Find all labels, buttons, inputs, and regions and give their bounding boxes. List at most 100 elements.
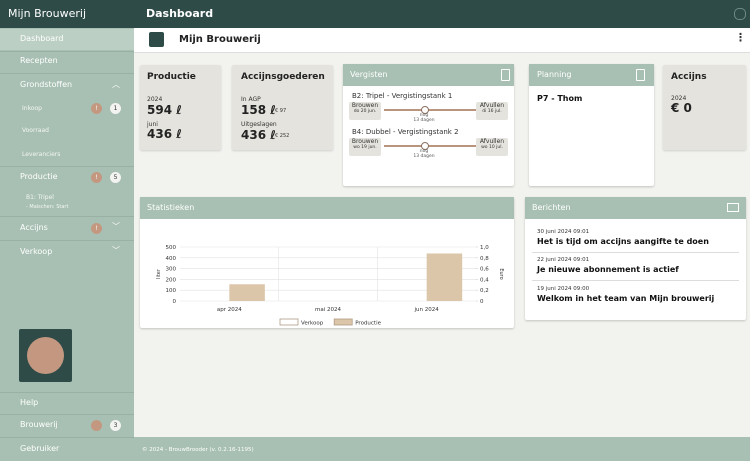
message-date: 22 juni 2024 09:01 [537, 257, 589, 263]
separator [0, 166, 134, 167]
separator [0, 240, 134, 241]
y-tick-label: 500 [166, 245, 177, 251]
message-text[interactable]: Welkom in het team van Mijn brouwerij [537, 294, 714, 303]
batch-name: B2: Tripel - Vergistingstank 1 [352, 92, 452, 100]
y-tick-label: 100 [166, 288, 177, 294]
card-header [140, 197, 514, 219]
remaining: nog13 dagen [404, 113, 444, 123]
page-title: Dashboard [146, 7, 213, 20]
mail-badge [91, 420, 102, 431]
clipboard-icon[interactable] [501, 69, 510, 81]
value: 436 ℓ [241, 128, 276, 142]
separator [0, 216, 134, 217]
legend-swatch [334, 319, 352, 325]
card-title: Vergisten [350, 70, 388, 79]
remaining: nog13 dagen [404, 149, 444, 159]
footer-text: © 2024 - BrouwBrooder (v. 0.2.16-1195) [142, 447, 254, 453]
message-date: 19 juni 2024 09:00 [537, 286, 589, 292]
menu-item[interactable]: Help [20, 398, 38, 407]
y-axis-label: liter [156, 268, 162, 279]
menu-item[interactable]: Productie [20, 172, 58, 181]
remaining-days: 13 dagen [404, 154, 444, 159]
card-title: Accijns [671, 72, 707, 82]
progress-track [384, 145, 476, 147]
start-date: do 20 jun. [349, 109, 381, 114]
start-pill: Brouwendo 20 jun. [349, 102, 381, 120]
submenu-item[interactable]: Voorraad [22, 127, 49, 134]
y2-tick-label: 0,6 [480, 267, 489, 273]
legend-label: Productie [355, 321, 381, 327]
label: 2024 [147, 96, 162, 103]
mail-icon[interactable] [727, 203, 739, 212]
euro: € 252 [275, 133, 289, 139]
label: In AGP [241, 96, 261, 103]
menu-item[interactable]: Accijns [20, 223, 48, 232]
topbar [0, 0, 750, 28]
chevron-down[interactable]: ﹀ [112, 245, 120, 256]
separator [0, 392, 134, 393]
clipboard-icon[interactable] [636, 69, 645, 81]
card-title: Berichten [532, 203, 571, 212]
y-tick-label: 200 [166, 277, 177, 283]
y2-tick-label: 1,0 [480, 245, 489, 251]
brand[interactable]: Mijn Brouwerij [8, 7, 86, 20]
batch-name: B4: Dubbel - Vergistingstank 2 [352, 128, 459, 136]
chevron-down[interactable]: ﹀ [112, 221, 120, 232]
submenu-item[interactable]: Leveranciers [22, 151, 60, 158]
x-tick-label: jun 2024 [414, 307, 440, 313]
menu-dots[interactable]: ⋮ [735, 31, 746, 44]
separator [0, 51, 134, 52]
card-title: Accijnsgoederen [241, 72, 325, 82]
menu-item[interactable]: Dashboard [20, 34, 63, 43]
y2-tick-label: 0 [480, 299, 484, 305]
start-date: wo 19 jun. [349, 145, 381, 150]
value: 158 ℓ [241, 103, 276, 117]
x-tick-label: mai 2024 [315, 307, 342, 313]
end-pill: Afvullendi 16 jul. [476, 102, 508, 120]
value: 436 ℓ [147, 127, 182, 141]
planning-item[interactable]: P7 - Thom [537, 94, 582, 103]
y2-tick-label: 0,2 [480, 288, 489, 294]
end-date: di 16 jul. [476, 109, 508, 114]
end-label: Afvullen [476, 102, 508, 109]
euro: € 97 [275, 108, 286, 114]
legend-swatch [280, 319, 298, 325]
bar [229, 284, 265, 301]
start-pill: Brouwenwo 19 jun. [349, 138, 381, 156]
count-badge: 5 [110, 172, 121, 183]
legend-label: Verkoop [301, 321, 324, 327]
bar [427, 253, 463, 301]
card-title: Planning [537, 70, 571, 79]
message-text[interactable]: Je nieuwe abonnement is actief [537, 265, 679, 274]
menu-item[interactable]: Grondstoffen [20, 80, 72, 89]
y-tick-label: 400 [166, 256, 177, 262]
alert-badge: ! [91, 103, 102, 114]
end-pill: Afvullenwo 10 jul. [476, 138, 508, 156]
y2-axis-label: Euro [498, 268, 504, 279]
menu-item[interactable]: Recepten [20, 56, 58, 65]
count-badge: 1 [110, 103, 121, 114]
start-label: Brouwen [349, 102, 381, 109]
separator [0, 437, 134, 438]
menu-item[interactable]: Gebruiker [20, 444, 59, 453]
brewery-logo [149, 32, 164, 47]
y-tick-label: 300 [166, 267, 177, 273]
alert-badge: ! [91, 223, 102, 234]
logo-box [19, 329, 72, 382]
y2-tick-label: 0,8 [480, 256, 489, 262]
submenu-item[interactable]: Inkoop [22, 105, 42, 112]
batch-name[interactable]: B1: Tripel [26, 194, 54, 201]
label: Uitgeslagen [241, 121, 277, 128]
start-label: Brouwen [349, 138, 381, 145]
menu-item[interactable]: Brouwerij [20, 420, 58, 429]
brewery-name: Mijn Brouwerij [179, 34, 261, 45]
message-text[interactable]: Het is tijd om accijns aangifte te doen [537, 237, 709, 246]
value: 594 ℓ [147, 103, 182, 117]
chevron-up[interactable]: ︿ [112, 79, 120, 90]
separator [532, 280, 739, 281]
x-tick-label: apr 2024 [217, 307, 242, 313]
menu-item[interactable]: Verkoop [20, 247, 52, 256]
settings-icon[interactable] [734, 8, 746, 20]
alert-badge: ! [91, 172, 102, 183]
